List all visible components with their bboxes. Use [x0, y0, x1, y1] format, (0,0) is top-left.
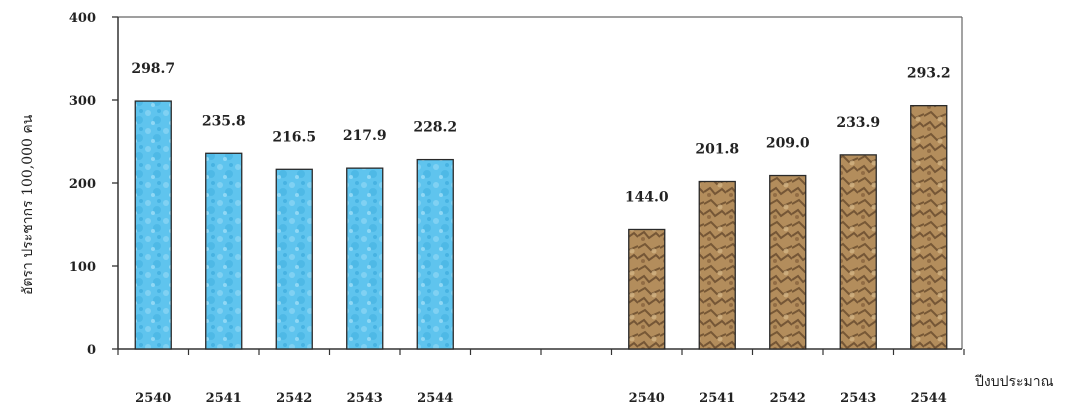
y-tick-label: 300 [69, 94, 96, 109]
y-axis-title: อัตรา ประชากร 100,000 คน [20, 114, 36, 295]
x-category-label: 2542 [770, 391, 806, 406]
x-axis-title: ปีงบประมาณ [975, 374, 1054, 390]
x-category-label: 2544 [911, 391, 947, 406]
x-category-label: 2540 [135, 391, 171, 406]
x-category-label: 2543 [840, 391, 876, 406]
x-category-label: 2543 [347, 391, 383, 406]
category-labels: 2540 2541 2542 2543 2544 2540 2541 2542 2543 2544 [135, 391, 947, 406]
bar-value-label: 235.8 [202, 113, 246, 129]
bar [205, 152, 243, 350]
y-tick-label: 400 [69, 11, 96, 26]
bars [134, 100, 948, 350]
bar [416, 158, 454, 350]
bar [275, 168, 313, 350]
bar [769, 174, 807, 350]
x-category-label: 2542 [276, 391, 312, 406]
value-labels: 298.7 235.8 216.5 217.9 228.2 144.0 201.8 209.0… [131, 61, 950, 205]
x-category-label: 2541 [206, 391, 242, 406]
bar-value-label: 233.9 [836, 115, 880, 131]
bar-value-label: 201.8 [695, 142, 739, 158]
bar-value-label: 216.5 [272, 129, 316, 145]
y-tick-label: 200 [69, 177, 96, 192]
bar-value-label: 228.2 [413, 120, 457, 136]
x-category-label: 2541 [699, 391, 735, 406]
bar-value-label: 144.0 [625, 189, 669, 205]
x-category-label: 2540 [629, 391, 665, 406]
y-tick-label: 0 [87, 343, 96, 358]
bar [346, 167, 384, 350]
bar [628, 228, 666, 350]
bar [910, 104, 948, 350]
bar-value-label: 209.0 [766, 136, 810, 152]
bar-value-label: 298.7 [131, 61, 175, 77]
bar-value-label: 293.2 [907, 66, 951, 82]
plot-frame [118, 16, 963, 349]
y-tick-label: 100 [69, 260, 96, 275]
x-category-label: 2544 [417, 391, 453, 406]
bar [134, 100, 172, 350]
y-ticks: 0 100 200 300 400 [69, 11, 118, 358]
bar-value-label: 217.9 [343, 128, 387, 144]
bar [698, 180, 736, 350]
x-ticks [117, 349, 965, 355]
bar [839, 154, 877, 350]
